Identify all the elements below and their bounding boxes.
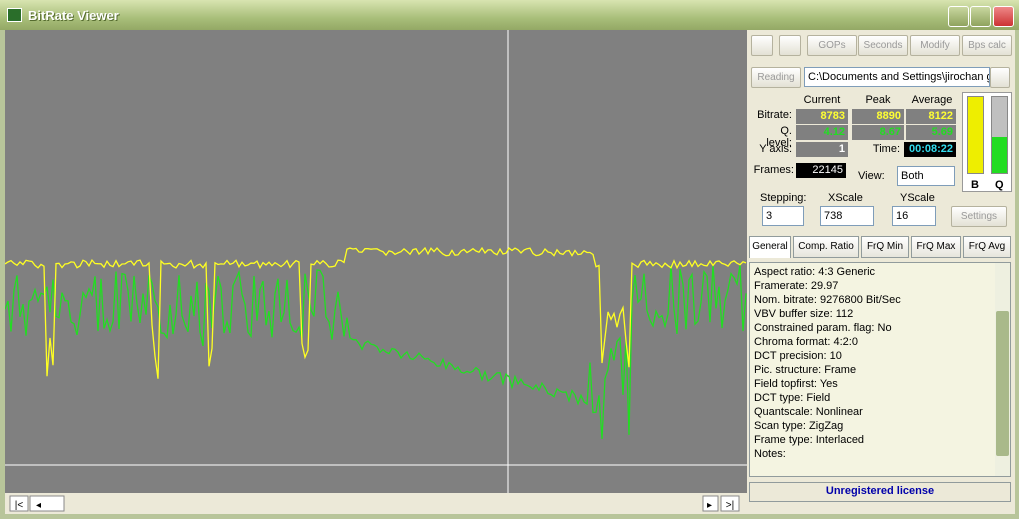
toolbar-button[interactable]: Modify [910,35,960,56]
scroll-prev[interactable] [29,495,65,512]
stats-header: Current [803,94,841,106]
window-title: BitRate Viewer [28,8,119,23]
browse-button[interactable] [990,67,1010,88]
control-spin[interactable]: 16 [892,206,936,226]
time-value: 00:08:22 [904,142,956,157]
status-text: Unregistered license [825,485,935,497]
meter-b [967,96,984,174]
info-line: Pic. structure: Frame [754,364,857,376]
info-line: VBV buffer size: 112 [754,308,854,320]
meter-label: B [971,179,979,191]
frames-value: 22145 [796,163,846,178]
stats-value: 8783 [796,109,848,124]
last-icon: >| [726,500,734,511]
view-select[interactable]: Both [897,166,955,186]
stats-label: Q. level: [766,125,792,149]
stats-value: 8.67 [852,125,904,140]
scroll-next[interactable] [702,495,719,512]
y-axis-label: Y axis: [759,143,792,155]
open-button[interactable] [751,35,773,56]
info-line: Quantscale: Nonlinear [754,406,863,418]
toolbar-button[interactable]: Bps calc [962,35,1012,56]
scroll-last[interactable] [720,495,740,512]
maximize-button[interactable] [970,6,991,27]
title-bar: BitRate Viewer [0,0,1019,30]
meter-label: Q [995,179,1004,191]
close-button[interactable] [993,6,1014,27]
info-line: Constrained param. flag: No [754,322,892,334]
app-icon [7,8,22,22]
info-line: Frame type: Interlaced [754,434,865,446]
control-spin[interactable]: 3 [762,206,804,226]
tab[interactable]: Comp. Ratio [793,236,859,258]
stats-header: Average [911,94,953,106]
q-level-trace [5,265,747,440]
info-scrollbar[interactable] [995,263,1010,476]
stats-value: 8122 [906,109,956,124]
stats-label: Bitrate: [757,109,792,121]
info-line: Chroma format: 4:2:0 [754,336,858,348]
control-label: YScale [900,192,935,204]
meter-q [992,137,1007,173]
toolbar-button[interactable]: GOPs [807,35,857,56]
bitrate-trace [5,246,747,379]
view-label: View: [858,170,885,182]
path-field[interactable]: C:\Documents and Settings\jirochan g [804,67,990,87]
reading-button[interactable]: Reading [751,67,801,88]
info-panel: Aspect ratio: 4:3 Generic Framerate: 29.9… [749,262,1011,477]
next-icon: ▸ [707,500,712,511]
status-bar [749,482,1011,502]
tab[interactable]: FrQ Max [911,236,961,258]
frames-label: Frames: [753,164,794,176]
info-line: Field topfirst: Yes [754,378,838,390]
stats-value: 4.12 [796,125,848,140]
tab[interactable]: FrQ Min [861,236,909,258]
minimize-button[interactable] [948,6,969,27]
graph-area: |< ◂ ▸ >| [5,30,747,514]
control-label: XScale [828,192,863,204]
tab[interactable]: General [749,236,791,258]
settings-button[interactable]: Settings [951,206,1007,227]
control-label: Stepping: [760,192,807,204]
tab[interactable]: FrQ Avg [963,236,1011,258]
control-spin[interactable]: 738 [820,206,874,226]
info-line: DCT precision: 10 [754,350,842,362]
y-axis-value: 1 [796,142,848,157]
info-line: Framerate: 29.97 [754,280,839,292]
toolbar-button[interactable]: Seconds [858,35,908,56]
stats-header: Peak [865,94,891,106]
info-line: Aspect ratio: 4:3 Generic [754,266,876,278]
scrollbar [5,493,747,514]
scroll-thumb[interactable] [996,311,1009,456]
info-line: Scan type: ZigZag [754,420,844,432]
time-label: Time: [872,143,900,155]
info-line: DCT type: Field [754,392,831,404]
prev-icon: ◂ [36,500,41,511]
first-icon: |< [15,500,24,511]
save-button[interactable] [779,35,801,56]
info-line: Nom. bitrate: 9276800 Bit/Sec [754,294,901,306]
stats-value: 5.69 [906,125,956,140]
info-line: Notes: [754,448,786,460]
scroll-first[interactable] [9,495,29,512]
stats-value: 8890 [852,109,904,124]
